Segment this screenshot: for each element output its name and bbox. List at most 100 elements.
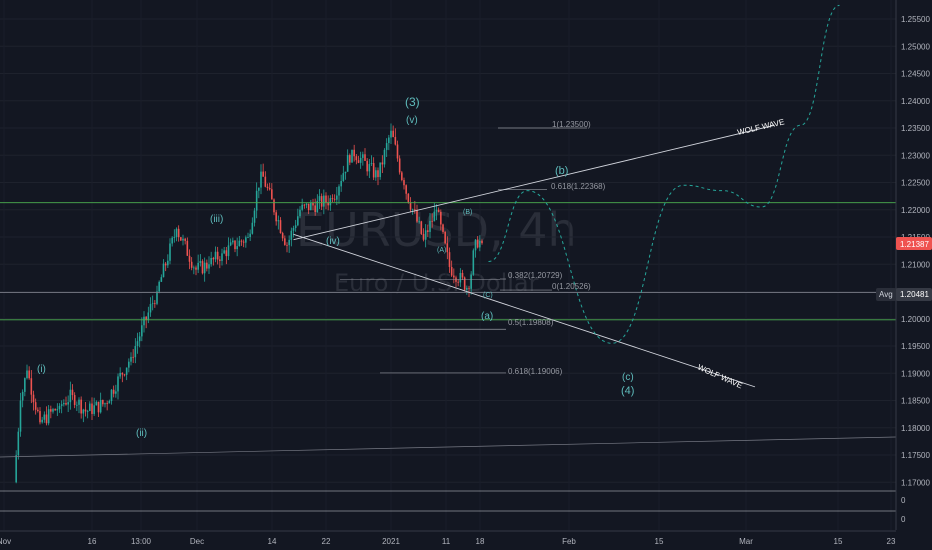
candle-body: [227, 245, 230, 257]
candle-body: [340, 181, 342, 187]
price-tick-label: 1.21000: [901, 260, 930, 269]
projection-path[interactable]: [488, 4, 840, 344]
candle-body: [193, 267, 195, 269]
candle-body: [58, 405, 61, 410]
candle-body: [277, 220, 280, 222]
candle-body: [318, 196, 321, 201]
price-tick-label: 1.24500: [901, 70, 930, 79]
candle-body: [446, 243, 449, 253]
time-tick-label: 18: [476, 537, 485, 546]
price-tick-label: 1.18000: [901, 424, 930, 433]
candle-body: [95, 401, 98, 406]
candle-body: [290, 230, 293, 240]
candle-body: [279, 220, 282, 234]
candle-body: [134, 346, 137, 358]
candle-body: [418, 221, 420, 223]
candle-body: [383, 149, 386, 165]
candle-body: [288, 239, 290, 246]
candle-body: [312, 202, 314, 206]
candle-body: [403, 180, 405, 186]
fib-label-05: 0.5(1.19808): [508, 318, 554, 327]
candle-body: [479, 240, 481, 248]
candles: [15, 123, 483, 484]
time-tick-label: 13:00: [131, 537, 152, 546]
candle-body: [245, 237, 247, 243]
candle-body: [171, 237, 173, 244]
candle-body: [99, 399, 102, 413]
candle-body: [292, 227, 295, 231]
candle-body: [123, 374, 126, 376]
candle-body: [431, 220, 433, 222]
wave-label-ii: (ii): [136, 428, 147, 439]
wolf-wave-line[interactable]: [293, 233, 756, 388]
candle-body: [366, 160, 368, 172]
candle-body: [353, 149, 355, 157]
candle-body: [184, 238, 186, 241]
candle-body: [162, 263, 165, 278]
candle-body: [474, 239, 477, 251]
candle-body: [281, 233, 284, 239]
candle-body: [405, 185, 407, 194]
wave-label-4: (4): [621, 385, 634, 397]
candle-body: [409, 202, 412, 210]
candle-body: [197, 262, 199, 270]
candle-body: [154, 303, 156, 305]
candle-body: [262, 171, 264, 177]
candle-body: [355, 156, 358, 161]
avg-label: Avg: [879, 290, 893, 299]
candle-body: [214, 251, 217, 260]
candle-body: [54, 409, 56, 411]
time-tick-label: 2021: [382, 537, 400, 546]
time-tick-label: 16: [88, 537, 97, 546]
candle-body: [30, 378, 33, 395]
candle-body: [429, 220, 431, 232]
candle-body: [357, 160, 360, 163]
wave-label-C: (C): [483, 292, 493, 299]
wave-label-A: (A): [437, 247, 446, 254]
candle-body: [169, 243, 171, 261]
candle-body: [305, 203, 308, 205]
candle-body: [190, 261, 193, 268]
candle-body: [147, 312, 150, 320]
wave-label-iv: (iv): [326, 236, 340, 247]
candle-body: [297, 216, 299, 226]
avg-label-background: [876, 288, 896, 301]
candle-body: [398, 158, 401, 173]
candle-body: [420, 221, 423, 234]
candle-body: [457, 281, 459, 283]
candle-body: [294, 225, 297, 228]
price-axis[interactable]: 1.25500 1.25000 1.24500 1.24000 1.23500 1.230…: [895, 0, 932, 530]
candle-body: [128, 361, 130, 368]
candle-body: [223, 250, 225, 254]
candle-body: [173, 237, 176, 238]
candle-body: [86, 410, 89, 412]
candle-body: [26, 370, 28, 379]
candle-body: [45, 414, 48, 424]
candle-body: [15, 455, 17, 483]
candle-body: [238, 240, 241, 247]
candle-body: [180, 237, 182, 241]
time-tick-label: Feb: [562, 537, 576, 546]
candle-body: [416, 210, 418, 222]
candle-body: [381, 162, 384, 165]
trendline[interactable]: [0, 436, 897, 458]
candle-body: [349, 155, 351, 163]
time-tick-label: Dec: [190, 537, 204, 546]
candle-body: [91, 403, 93, 414]
price-tick-label: 1.18500: [901, 397, 930, 406]
candle-body: [375, 170, 377, 178]
time-axis[interactable]: Nov 16 13:00 Dec 14 22 2021 11 18 Feb 15 Mar 15 23: [0, 530, 932, 550]
candle-body: [117, 376, 119, 392]
candle-body: [41, 419, 43, 423]
candle-body: [234, 240, 236, 250]
candle-body: [331, 198, 334, 199]
candle-body: [104, 403, 106, 405]
wolf-wave-line[interactable]: [293, 124, 775, 241]
time-tick-label: 23: [887, 537, 896, 546]
candle-body: [396, 144, 399, 159]
time-tick-label: 22: [322, 537, 331, 546]
candle-body: [264, 176, 267, 187]
candle-body: [37, 409, 39, 412]
price-tick-label: 1.20000: [901, 315, 930, 324]
